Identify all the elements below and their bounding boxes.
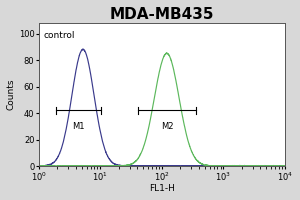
Title: MDA-MB435: MDA-MB435 <box>110 7 214 22</box>
Text: control: control <box>44 31 75 40</box>
Y-axis label: Counts: Counts <box>7 79 16 110</box>
Text: M1: M1 <box>72 122 85 131</box>
X-axis label: FL1-H: FL1-H <box>149 184 175 193</box>
Text: M2: M2 <box>161 122 173 131</box>
